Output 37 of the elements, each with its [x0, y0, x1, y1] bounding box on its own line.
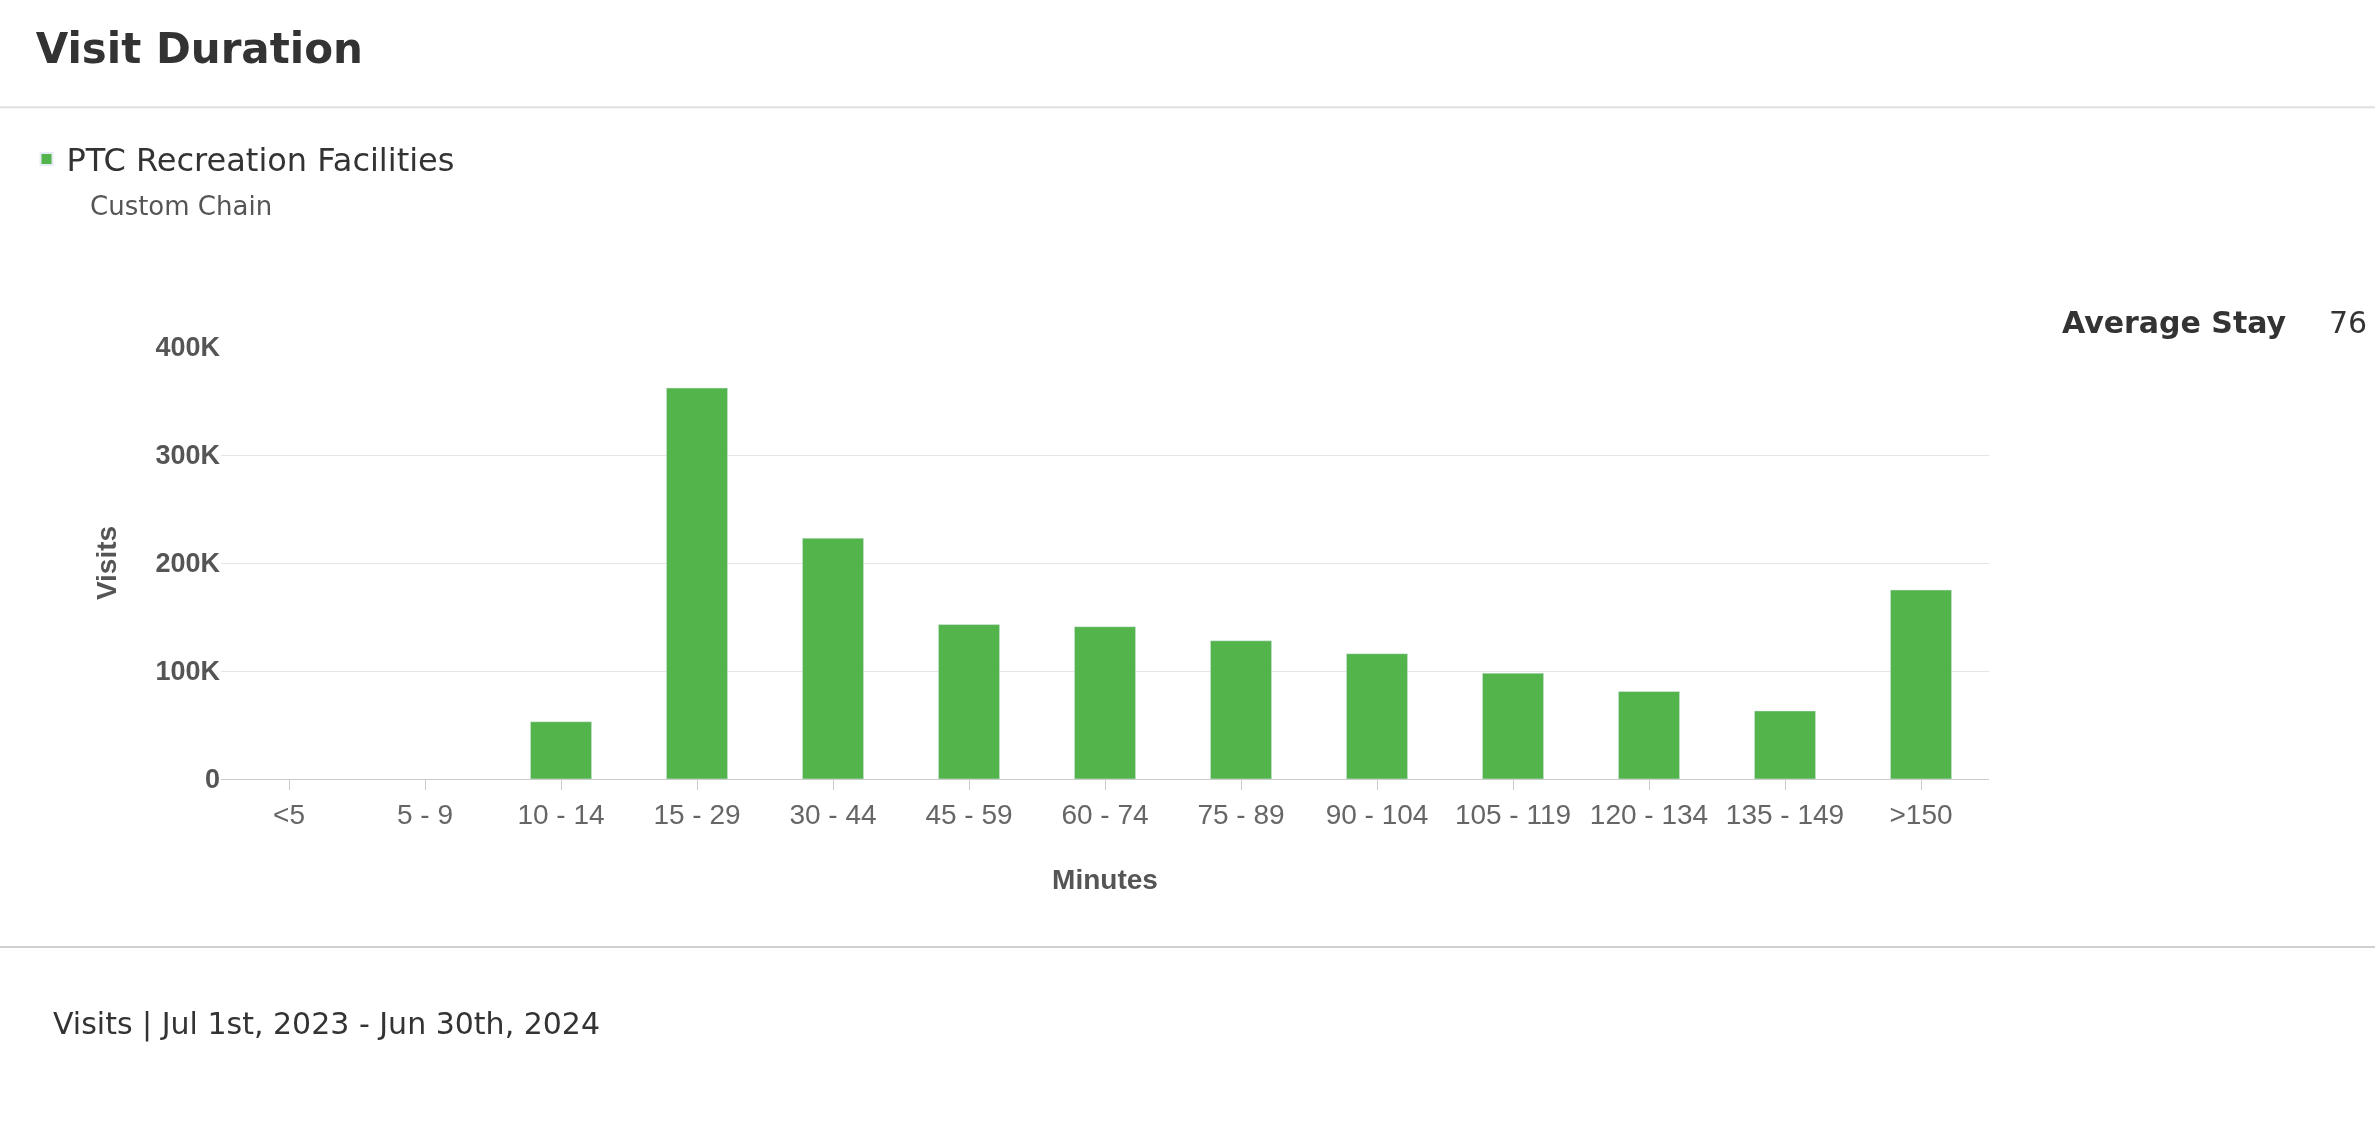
x-tick-label: 15 - 29	[653, 798, 741, 830]
legend-label: PTC Recreation Facilities	[66, 141, 455, 180]
chart-title: Visit Duration	[35, 24, 363, 74]
x-tick-label: 120 - 134	[1589, 798, 1709, 830]
bar	[1482, 672, 1544, 779]
x-tick-label: 90 - 104	[1325, 798, 1429, 830]
text: 76	[2329, 305, 2368, 340]
text: Visits | Jul 1st, 2023 - Jun 30th, 2024	[53, 1006, 601, 1042]
x-tick-label: 45 - 59	[925, 798, 1013, 830]
bar	[530, 721, 592, 779]
bar	[1890, 589, 1952, 779]
x-tick-label: <5	[273, 798, 305, 830]
x-tick-label: 30 - 44	[789, 798, 877, 830]
x-tick-label: 5 - 9	[396, 798, 454, 830]
bar	[666, 387, 728, 779]
y-tick-label: 100K	[155, 656, 221, 687]
x-tick-label: 75 - 89	[1197, 798, 1285, 830]
x-tick-label: 135 - 149	[1725, 798, 1845, 830]
x-tick-label: 10 - 14	[517, 798, 605, 830]
bar	[938, 624, 1000, 779]
bar	[1074, 626, 1136, 779]
y-tick-label: 400K	[155, 332, 221, 363]
x-tick-label: 105 - 119	[1454, 798, 1572, 830]
x-axis-title: Minutes	[1052, 863, 1158, 895]
y-tick-label: 200K	[155, 548, 221, 579]
y-tick-label: 0	[204, 764, 220, 795]
bar	[802, 537, 864, 779]
bar	[1618, 691, 1680, 779]
chart-subtitle: Custom Chain	[90, 191, 273, 221]
bar	[1346, 653, 1408, 779]
x-tick-label: 60 - 74	[1061, 798, 1149, 830]
text: Average Stay	[2062, 305, 2287, 340]
y-tick-label: 300K	[155, 440, 221, 471]
y-axis-title: Visits	[91, 525, 123, 601]
bar	[1210, 640, 1272, 779]
bar	[1754, 710, 1816, 779]
x-tick-label: >150	[1889, 798, 1953, 830]
